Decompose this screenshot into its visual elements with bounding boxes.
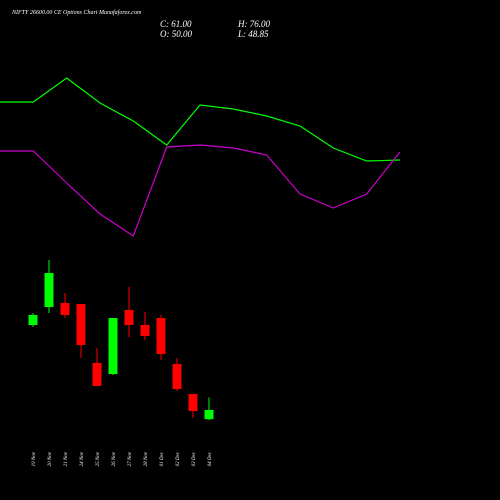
close-label: C: 61.00 (160, 19, 192, 29)
candle-body (44, 273, 54, 307)
high-label: H: 76.00 (237, 19, 270, 29)
candle-body (140, 325, 150, 336)
x-tick-label: 19 Nov (32, 451, 37, 466)
x-tick-label: 28 Nov (144, 451, 149, 466)
candle-body (172, 364, 182, 389)
candle-body (108, 318, 118, 374)
x-tick-label: 20 Nov (48, 451, 53, 466)
candle-body (28, 315, 38, 325)
x-tick-label: 24 Nov (80, 451, 85, 466)
x-tick-label: 21 Nov (64, 451, 69, 466)
x-tick-label: 03 Dec (192, 451, 197, 466)
candle-body (60, 303, 70, 315)
candle-body (156, 318, 166, 354)
x-tick-label: 25 Nov (96, 451, 101, 466)
candle-body (92, 363, 102, 386)
open-label: O: 50.00 (160, 29, 192, 39)
low-label: L: 48.85 (237, 29, 269, 39)
indicator-line (0, 144, 401, 237)
x-tick-label: 02 Dec (176, 451, 181, 466)
candle-body (188, 394, 198, 411)
x-tick-label: 26 Nov (112, 451, 117, 466)
candle-body (76, 304, 86, 345)
indicator-line (0, 77, 401, 162)
candle-body (204, 410, 214, 420)
x-tick-label: 04 Dec (208, 451, 213, 466)
candle-body (124, 310, 134, 325)
chart-title: NIFTY 26600.00 CE Options Chart Munafafo… (11, 9, 142, 16)
x-tick-label: 01 Dec (160, 451, 165, 466)
x-tick-label: 27 Nov (128, 451, 133, 466)
